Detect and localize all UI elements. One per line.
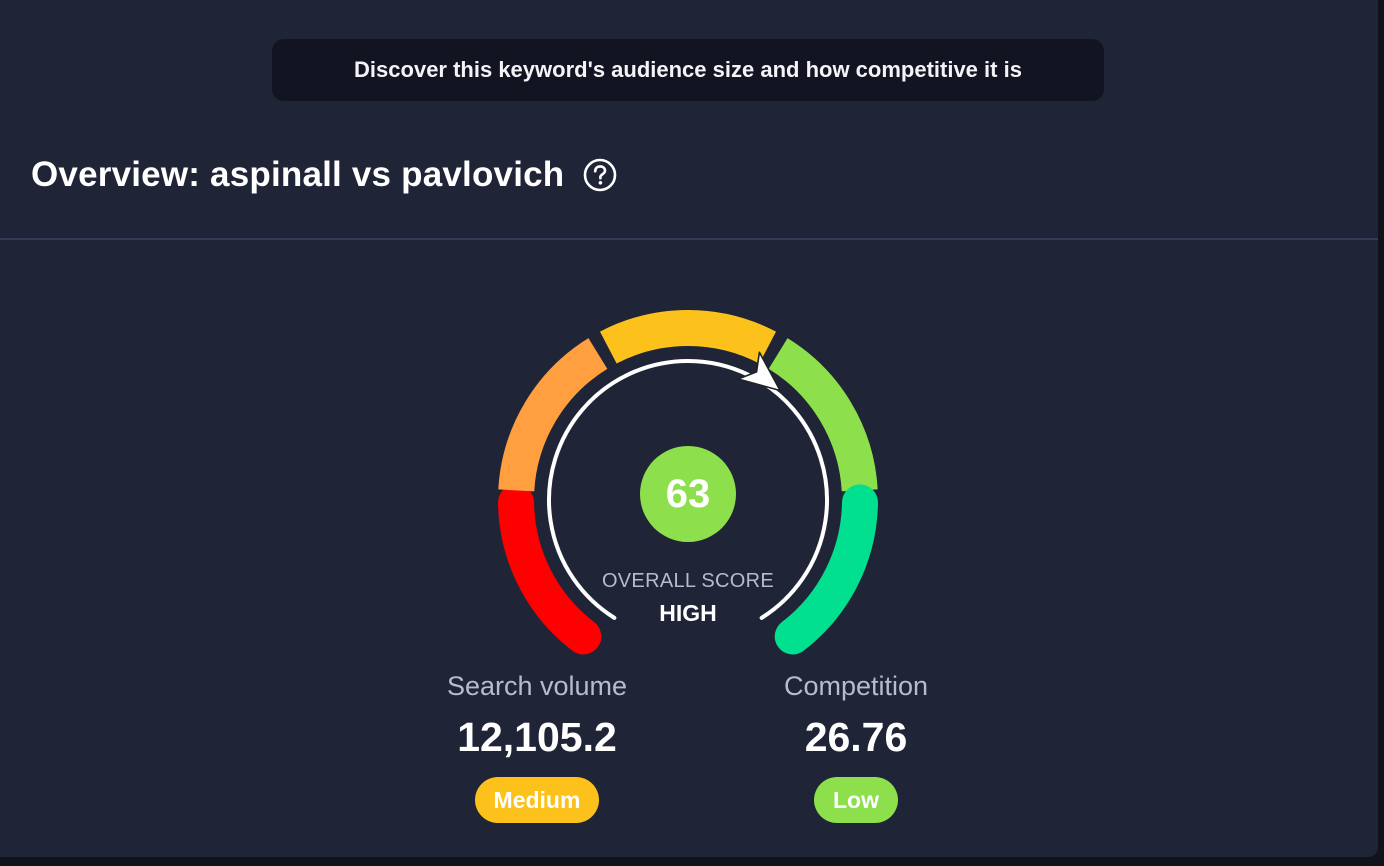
competition-metric: Competition 26.76 Low xyxy=(726,668,986,823)
question-circle-icon[interactable] xyxy=(582,157,618,193)
score-value: 63 xyxy=(665,471,711,516)
search-volume-value: 12,105.2 xyxy=(457,714,617,760)
competition-badge: Low xyxy=(814,777,898,823)
page-title: Overview: aspinall vs pavlovich xyxy=(31,155,565,194)
score-circle: 63 xyxy=(640,446,736,542)
overview-header: Overview: aspinall vs pavlovich xyxy=(31,152,618,198)
search-volume-label: Search volume xyxy=(446,671,628,701)
competition-value: 26.76 xyxy=(804,714,908,760)
competition-label: Competition xyxy=(783,671,929,701)
search-volume-metric: Search volume 12,105.2 Medium xyxy=(407,668,667,823)
overall-score-label: OVERALL SCORE xyxy=(601,570,775,592)
header-divider xyxy=(0,238,1378,240)
banner-text: Discover this keyword's audience size an… xyxy=(354,57,1022,82)
overall-score-level: HIGH xyxy=(659,600,717,626)
info-banner: Discover this keyword's audience size an… xyxy=(272,39,1104,101)
search-volume-badge: Medium xyxy=(474,777,600,823)
